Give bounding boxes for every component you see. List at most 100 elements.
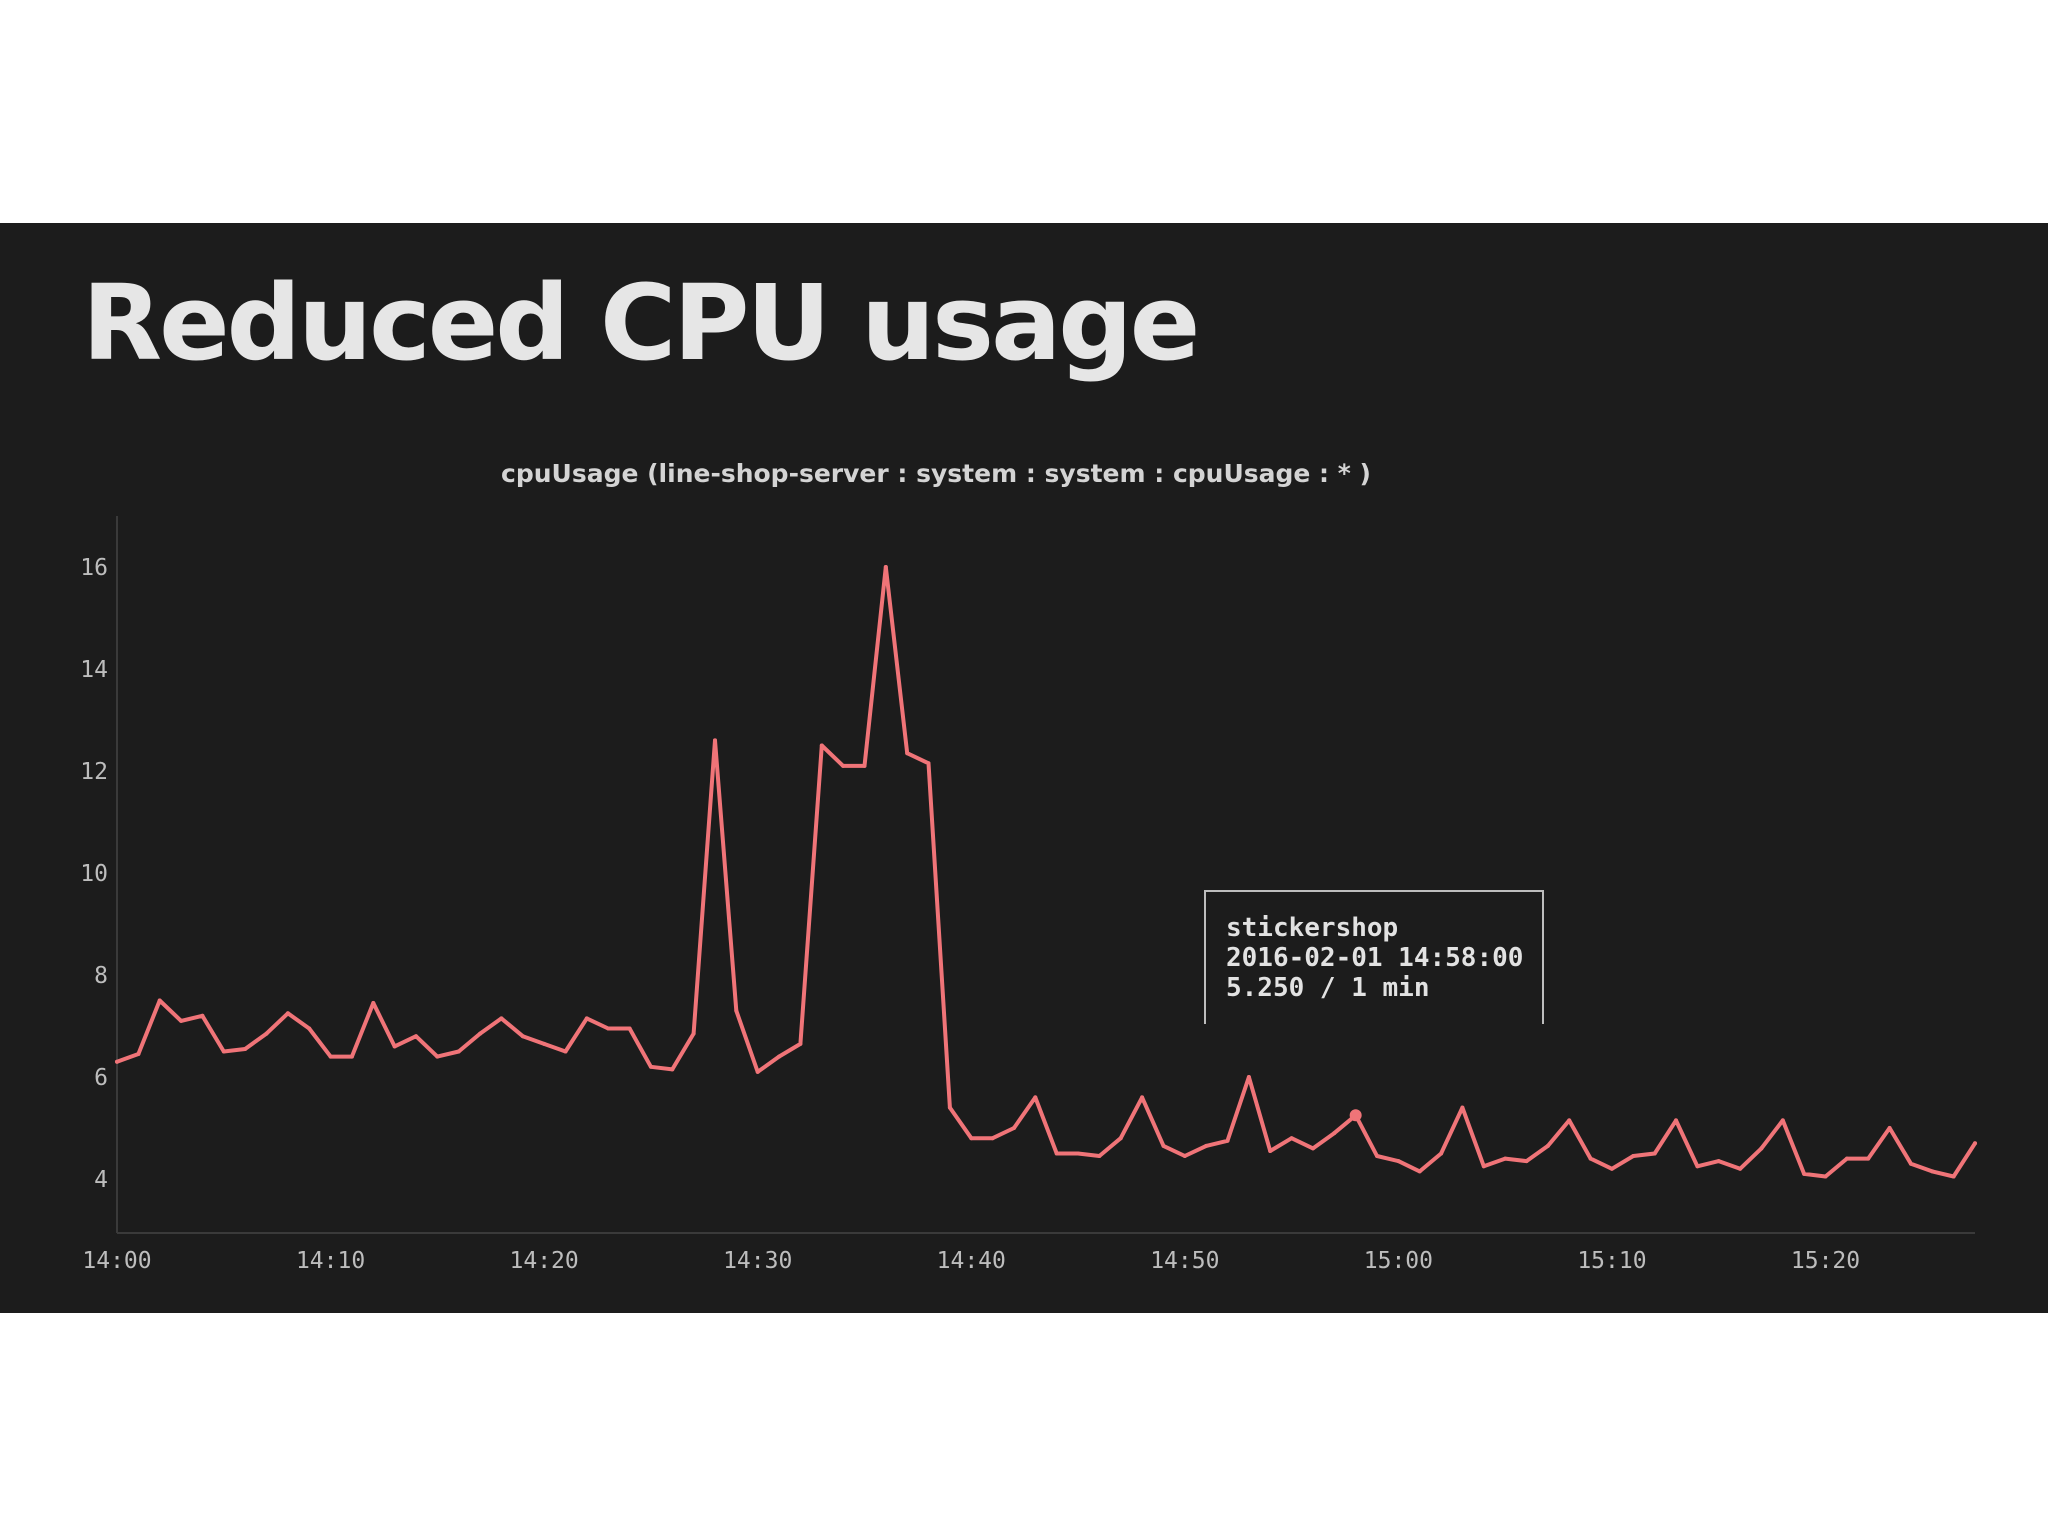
data-point	[1204, 1143, 1209, 1148]
y-tick-label: 4	[94, 1167, 108, 1193]
x-tick-label: 14:30	[723, 1248, 792, 1274]
data-point	[1439, 1151, 1444, 1156]
y-tick-label: 16	[80, 555, 108, 581]
data-point	[584, 1016, 589, 1021]
data-point	[1012, 1126, 1016, 1130]
x-tick-label: 14:00	[82, 1248, 151, 1274]
x-tick-label: 15:00	[1364, 1248, 1433, 1274]
data-point	[777, 1054, 781, 1059]
data-point	[456, 1049, 461, 1054]
data-point	[1268, 1149, 1273, 1153]
data-point	[1759, 1146, 1764, 1151]
data-point	[1631, 1154, 1636, 1158]
data-point	[755, 1069, 760, 1074]
data-point	[1140, 1095, 1145, 1100]
data-point	[1695, 1164, 1700, 1169]
data-point	[371, 1001, 376, 1005]
y-tick-label: 12	[80, 759, 108, 785]
data-point	[1951, 1174, 1956, 1179]
data-point	[969, 1136, 974, 1141]
cpu-usage-chart: cpuUsage (line-shop-server : system : sy…	[80, 459, 1977, 1274]
slide: Reduced CPU usage cpuUsage (line-shop-se…	[0, 223, 2048, 1313]
data-point	[520, 1034, 525, 1039]
x-tick-label: 14:10	[296, 1248, 365, 1274]
data-point	[670, 1067, 675, 1072]
data-point	[1652, 1151, 1657, 1156]
data-point	[1844, 1156, 1849, 1161]
x-tick-label: 15:10	[1577, 1248, 1646, 1274]
data-point	[435, 1054, 440, 1059]
data-point	[1375, 1154, 1379, 1158]
tooltip-timestamp: 2016-02-01 14:58:00	[1226, 943, 1523, 973]
data-point	[947, 1105, 952, 1110]
tooltip: stickershop 2016-02-01 14:58:00 5.250 / …	[1204, 890, 1544, 1024]
data-point	[1738, 1166, 1743, 1171]
data-point	[243, 1047, 248, 1051]
data-point	[1054, 1151, 1059, 1156]
data-point	[691, 1031, 696, 1036]
data-point	[1225, 1138, 1230, 1143]
y-tick-labels: 4 6 8 10 12 14 16	[80, 555, 108, 1193]
data-point	[1802, 1171, 1807, 1176]
data-point	[1097, 1154, 1102, 1158]
data-point	[1481, 1164, 1486, 1169]
y-tick-label: 10	[80, 861, 108, 887]
series-line	[115, 565, 1977, 1179]
data-point	[349, 1054, 354, 1059]
data-point	[157, 998, 162, 1003]
data-point	[414, 1034, 418, 1039]
series-points	[115, 565, 1977, 1179]
hover-marker	[1349, 1109, 1362, 1122]
data-point	[713, 738, 717, 743]
data-point	[1246, 1075, 1251, 1079]
data-point	[734, 1008, 739, 1013]
data-point	[1609, 1166, 1614, 1171]
data-point	[1780, 1118, 1785, 1123]
data-point	[627, 1026, 632, 1031]
data-point	[1503, 1156, 1508, 1161]
data-point	[1182, 1154, 1187, 1158]
data-point	[1545, 1143, 1550, 1148]
data-point	[1161, 1143, 1166, 1148]
x-tick-label: 14:50	[1150, 1248, 1219, 1274]
data-point	[926, 761, 931, 766]
data-point	[264, 1031, 269, 1036]
y-tick-label: 8	[94, 963, 108, 989]
x-tick-label: 15:20	[1791, 1248, 1860, 1274]
data-point	[1823, 1174, 1828, 1179]
data-point	[1332, 1131, 1337, 1136]
data-point	[1567, 1118, 1572, 1123]
data-point	[905, 751, 910, 756]
data-point	[1973, 1141, 1977, 1146]
data-point	[1716, 1159, 1721, 1164]
data-point	[115, 1059, 119, 1064]
data-point	[478, 1031, 483, 1036]
data-point	[1417, 1169, 1422, 1174]
data-point	[1930, 1169, 1935, 1174]
data-point	[798, 1041, 803, 1046]
data-point	[819, 743, 824, 748]
data-point	[1524, 1159, 1529, 1164]
tooltip-frame	[1204, 890, 1544, 1024]
data-point	[648, 1064, 653, 1069]
data-point	[1311, 1146, 1315, 1151]
data-point	[542, 1041, 547, 1046]
data-point	[221, 1049, 226, 1054]
data-point	[990, 1136, 995, 1141]
y-tick-label: 14	[80, 657, 108, 683]
data-point	[1866, 1156, 1871, 1161]
data-point	[1887, 1126, 1892, 1130]
y-tick-label: 6	[94, 1065, 108, 1091]
x-tick-labels: 14:00 14:10 14:20 14:30 14:40 14:50 15:00 15:10…	[82, 1248, 1860, 1274]
tooltip-series-name: stickershop	[1226, 913, 1398, 943]
tooltip-value: 5.250 / 1 min	[1226, 973, 1430, 1003]
data-point	[1460, 1105, 1465, 1110]
data-point	[606, 1026, 611, 1031]
x-tick-label: 14:40	[937, 1248, 1006, 1274]
slide-title: Reduced CPU usage	[82, 262, 1200, 384]
data-point	[1396, 1159, 1401, 1164]
data-point	[1033, 1095, 1038, 1100]
data-point	[285, 1011, 290, 1016]
data-point	[1588, 1156, 1593, 1161]
data-point	[392, 1044, 397, 1049]
